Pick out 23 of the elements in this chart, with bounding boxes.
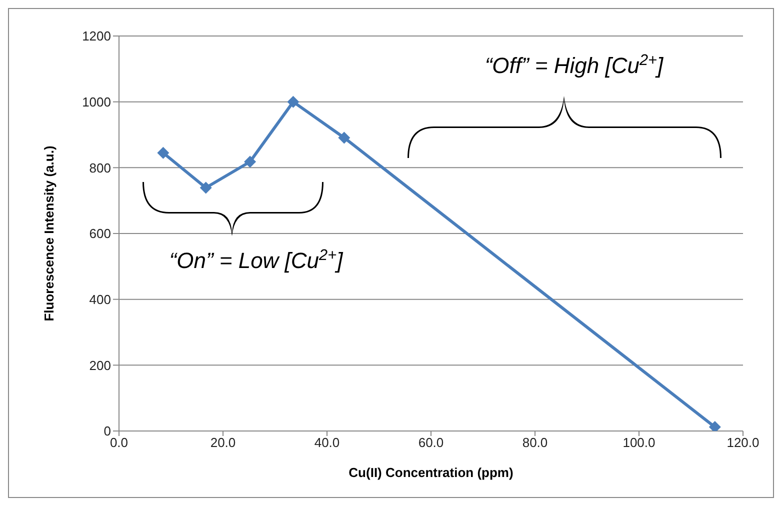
y-tick-label: 1000 <box>82 94 111 110</box>
y-tick-label: 400 <box>89 292 111 307</box>
point <box>244 156 256 168</box>
x-tick-label: 40.0 <box>314 435 340 450</box>
x-tick-label: 100.0 <box>622 435 656 450</box>
x-tick-label: 80.0 <box>522 435 548 450</box>
y-tick-label: 1200 <box>82 28 111 44</box>
y-tick-label: 0 <box>104 424 111 439</box>
annotation: “Off” = High [Cu$^{2+}$] <box>484 52 664 78</box>
y-tick-label: 600 <box>89 226 111 242</box>
x-axis-title: Cu(II) Concentration (ppm) <box>348 465 514 480</box>
x-tick-label: 20.0 <box>210 435 236 450</box>
x-tick-label: 0.0 <box>110 435 128 450</box>
y-tick-label: 800 <box>89 160 111 176</box>
x-tick-label: 60.0 <box>418 435 444 450</box>
y-tick-label: 200 <box>89 358 111 373</box>
point <box>287 96 300 108</box>
point <box>338 132 350 144</box>
annotation: “On” = Low [Cu$^{2+}$] <box>169 246 344 273</box>
y-axis-title: Fluorescence Intensity (a.u.) <box>42 146 57 322</box>
x-tick-label: 120.0 <box>726 435 760 450</box>
point <box>200 182 212 194</box>
point <box>157 146 170 159</box>
